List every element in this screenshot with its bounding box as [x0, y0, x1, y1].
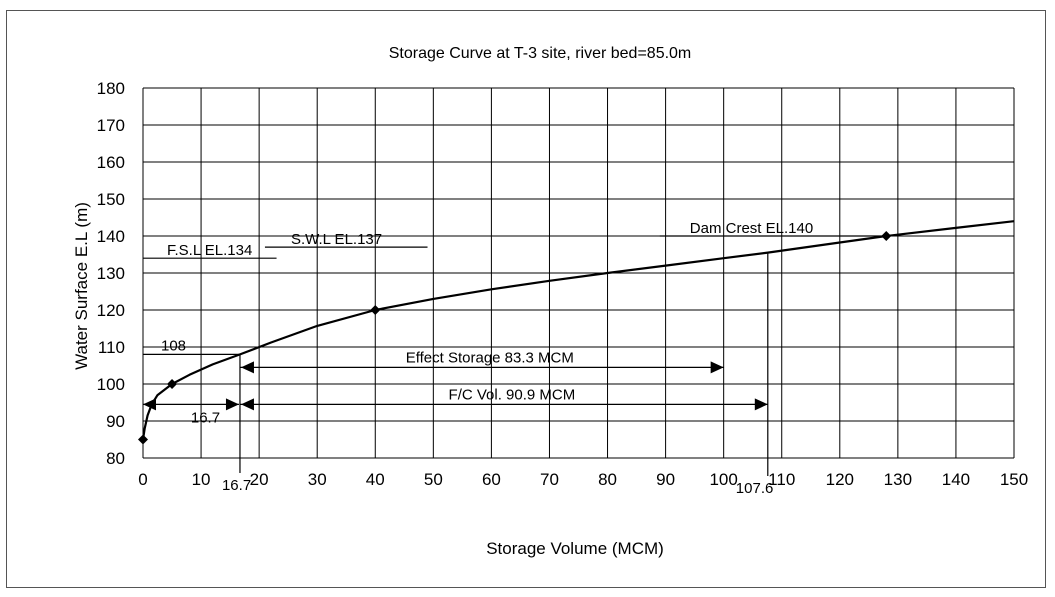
swl-label: S.W.L EL.137	[291, 231, 382, 248]
data-point-marker	[138, 434, 148, 445]
x-tick-label: 50	[424, 470, 443, 489]
y-tick-label: 110	[98, 338, 125, 357]
y-tick-label: 120	[97, 301, 125, 320]
x-tick-label: 20	[250, 470, 269, 489]
x-tick-label: 130	[884, 470, 912, 489]
x-tick-label: 100	[709, 470, 737, 489]
el108-label: 108	[161, 337, 186, 354]
x-tick-labels: 0 10 20 30 40 50 60 70 80 90 100 110 120 130 140 150	[138, 470, 1028, 489]
y-tick-label: 160	[97, 153, 125, 172]
fc-arrowhead-right	[754, 398, 768, 411]
fsl-label: F.S.L EL.134	[167, 242, 252, 259]
fc-arrowhead-left	[240, 398, 254, 411]
y-tick-label: 90	[106, 412, 125, 431]
fc-volume-label: F/C Vol. 90.9 MCM	[449, 386, 576, 403]
x-tick-label: 0	[138, 470, 147, 489]
effect-storage-label: Effect Storage 83.3 MCM	[406, 349, 574, 366]
y-tick-label: 130	[97, 264, 125, 283]
x-tick-label: 110	[768, 470, 795, 489]
effect-arrowhead-left	[240, 361, 254, 374]
x-tick-label: 70	[540, 470, 559, 489]
y-axis-label: Water Surface E.L (m)	[72, 202, 91, 370]
x-tick-label: 90	[656, 470, 675, 489]
annotations: F.S.L EL.134 S.W.L EL.137 Dam Crest EL.140…	[143, 220, 887, 497]
dead-storage-label: 16.7	[191, 409, 220, 426]
y-tick-label: 180	[97, 79, 125, 98]
x-tick-label: 30	[308, 470, 327, 489]
chart-title: Storage Curve at T-3 site, river bed=85.…	[389, 45, 692, 62]
dead-arrowhead-left	[143, 398, 156, 411]
data-point-marker	[370, 305, 381, 315]
y-tick-label: 140	[97, 227, 125, 246]
x-tick-label: 40	[366, 470, 385, 489]
label-107-6-bottom: 107.6	[736, 480, 774, 497]
y-tick-label: 80	[106, 449, 125, 468]
x-tick-label: 10	[192, 470, 211, 489]
series-line	[143, 220, 1014, 440]
effect-arrowhead-right	[710, 361, 724, 374]
label-16-7-bottom: 16.7	[222, 477, 251, 494]
grid	[142, 87, 1015, 459]
dam-crest-label: Dam Crest EL.140	[690, 220, 813, 237]
x-tick-label: 150	[1000, 470, 1028, 489]
storage-curve	[138, 220, 1014, 445]
y-tick-label: 170	[97, 116, 125, 135]
x-tick-label: 120	[826, 470, 854, 489]
chart-frame	[6, 10, 1046, 588]
x-tick-label: 60	[482, 470, 501, 489]
y-tick-label: 150	[97, 190, 125, 209]
data-point-marker	[167, 379, 178, 389]
x-axis-label: Storage Volume (MCM)	[486, 539, 664, 558]
x-tick-label: 80	[598, 470, 617, 489]
dead-arrowhead-right	[225, 398, 239, 411]
y-tick-label: 100	[97, 375, 125, 394]
y-tick-labels: 80 90 100 110 120 130 140 150 160 170 180	[97, 79, 125, 468]
x-tick-label: 140	[942, 470, 970, 489]
